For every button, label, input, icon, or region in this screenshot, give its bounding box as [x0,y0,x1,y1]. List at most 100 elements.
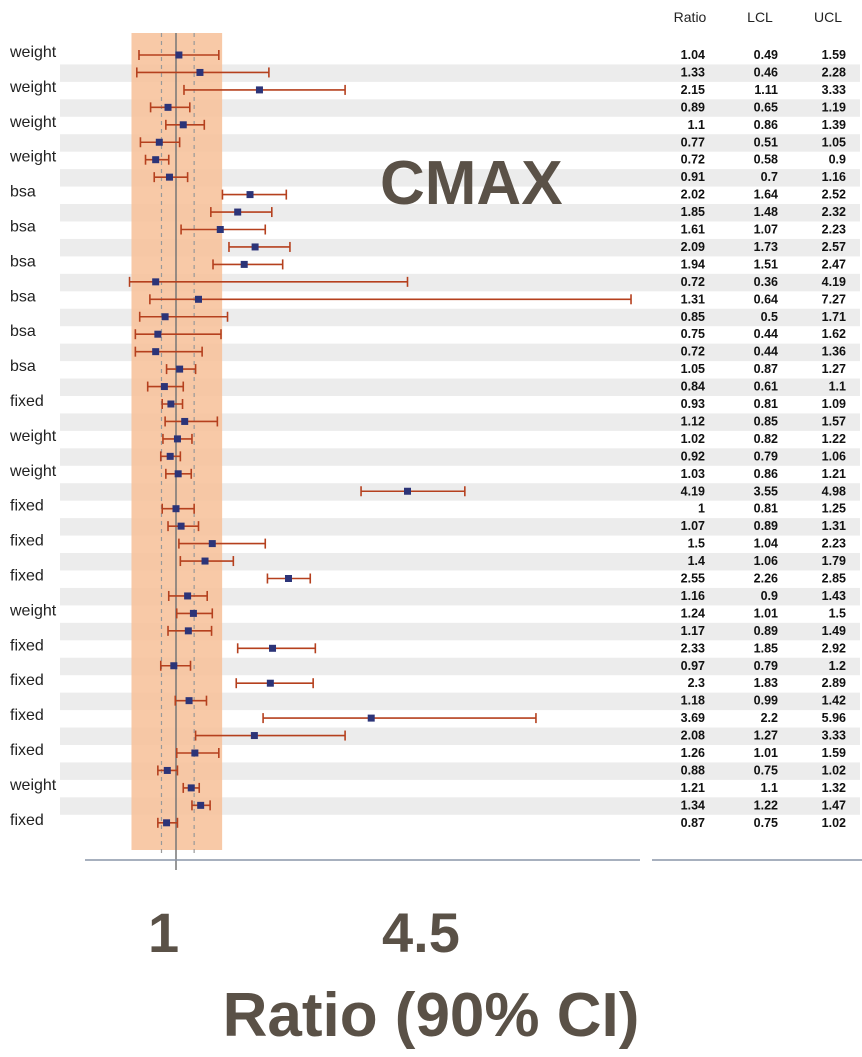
row-label: weight [9,149,57,166]
row-stripe [60,134,860,152]
table-cell-ucl: 1.1 [829,380,846,394]
table-cell-ucl: 1.42 [822,694,846,708]
ratio-point [172,505,180,513]
table-cell-ucl: 1.49 [822,624,846,638]
ratio-point [367,714,375,722]
table-cell-ucl: 4.98 [822,484,846,498]
table-cell-ratio: 0.89 [681,100,705,114]
table-cell-ratio: 1.07 [681,519,705,533]
row-label: bsa [10,288,36,305]
table-cell-ratio: 1.21 [681,781,705,795]
ratio-point [197,801,205,809]
ratio-point [201,557,209,565]
table-cell-ratio: 4.19 [681,484,705,498]
row-stripe [60,587,860,606]
table-cell-ucl: 1.31 [822,519,846,533]
table-cell-ucl: 1.2 [829,659,846,673]
table-cell-ucl: 1.39 [822,118,846,132]
row-stripe [60,727,860,745]
table-cell-lcl: 0.89 [754,624,778,638]
table-cell-ucl: 1.62 [822,327,846,341]
table-cell-lcl: 0.82 [754,432,778,446]
table-cell-ratio: 0.75 [681,327,705,341]
table-cell-ratio: 1.24 [681,606,705,620]
row-label: fixed [10,812,44,829]
table-cell-ratio: 1.94 [681,257,705,271]
table-header-ratio: Ratio [674,9,707,25]
row-label: fixed [10,707,44,724]
ratio-point [185,697,193,705]
table-cell-ucl: 1.02 [822,763,846,777]
row-label: weight [9,428,57,445]
table-cell-ucl: 1.71 [822,310,846,324]
table-cell-lcl: 0.89 [754,519,778,533]
table-cell-ucl: 1.36 [822,345,846,359]
table-cell-ratio: 1.4 [688,554,705,568]
ratio-point [184,627,192,635]
table-cell-ucl: 1.32 [822,781,846,795]
table-cell-ucl: 4.19 [822,275,846,289]
ratio-point [189,609,197,617]
table-cell-lcl: 0.61 [754,380,778,394]
ratio-point [174,470,182,478]
ratio-point [166,452,174,460]
table-header-ucl: UCL [814,9,842,25]
ratio-point [251,243,259,251]
table-cell-ucl: 1.79 [822,554,846,568]
row-stripe [60,99,860,117]
ratio-point [250,732,258,740]
table-cell-ucl: 2.23 [822,223,846,237]
table-cell-lcl: 1.01 [754,746,778,760]
table-cell-ratio: 1.34 [681,798,705,812]
table-cell-ucl: 2.52 [822,188,846,202]
row-stripe [60,692,860,711]
ratio-point [160,383,168,391]
table-cell-lcl: 0.51 [754,135,778,149]
table-cell-lcl: 0.5 [761,310,778,324]
table-cell-lcl: 0.79 [754,449,778,463]
table-cell-lcl: 2.2 [761,711,778,725]
table-cell-ucl: 1.43 [822,589,846,603]
table-cell-lcl: 0.65 [754,100,778,114]
table-cell-ratio: 1.5 [688,537,705,551]
x-tick-label-1: 1 [148,901,180,964]
table-cell-ratio: 0.72 [681,345,705,359]
row-stripe [60,762,860,780]
table-cell-ratio: 0.77 [681,135,705,149]
table-cell-lcl: 1.11 [754,83,778,97]
row-label: fixed [10,672,44,689]
row-label: bsa [10,184,36,201]
table-cell-lcl: 0.81 [754,397,778,411]
table-cell-ucl: 1.22 [822,432,846,446]
row-label: bsa [10,323,36,340]
table-cell-ratio: 1.26 [681,746,705,760]
table-cell-ratio: 3.69 [681,711,705,725]
table-cell-ratio: 0.85 [681,310,705,324]
ratio-point [165,173,173,181]
table-cell-ucl: 1.59 [822,48,846,62]
table-cell-ratio: 1.12 [681,414,705,428]
table-cell-ratio: 1.04 [681,48,705,62]
row-label: fixed [10,637,44,654]
table-cell-ratio: 1.1 [688,118,705,132]
row-stripe [60,273,860,292]
table-cell-ratio: 1.85 [681,205,705,219]
row-stripe [60,64,860,82]
ratio-point [246,191,254,199]
table-cell-ratio: 1.31 [681,292,705,306]
table-cell-ratio: 1.03 [681,467,705,481]
row-stripe [60,518,860,536]
ratio-point [170,662,178,670]
table-cell-ucl: 1.02 [822,816,846,830]
ratio-point [176,365,184,373]
row-stripe [60,204,860,222]
row-stripe [60,553,860,571]
row-stripe [60,378,860,396]
row-stripes [60,64,860,815]
table-cell-lcl: 0.75 [754,816,778,830]
table-cell-ratio: 0.97 [681,659,705,673]
table-cell-ratio: 1.16 [681,589,705,603]
table-cell-lcl: 0.86 [754,118,778,132]
table-cell-ratio: 0.72 [681,275,705,289]
row-label: fixed [10,393,44,410]
